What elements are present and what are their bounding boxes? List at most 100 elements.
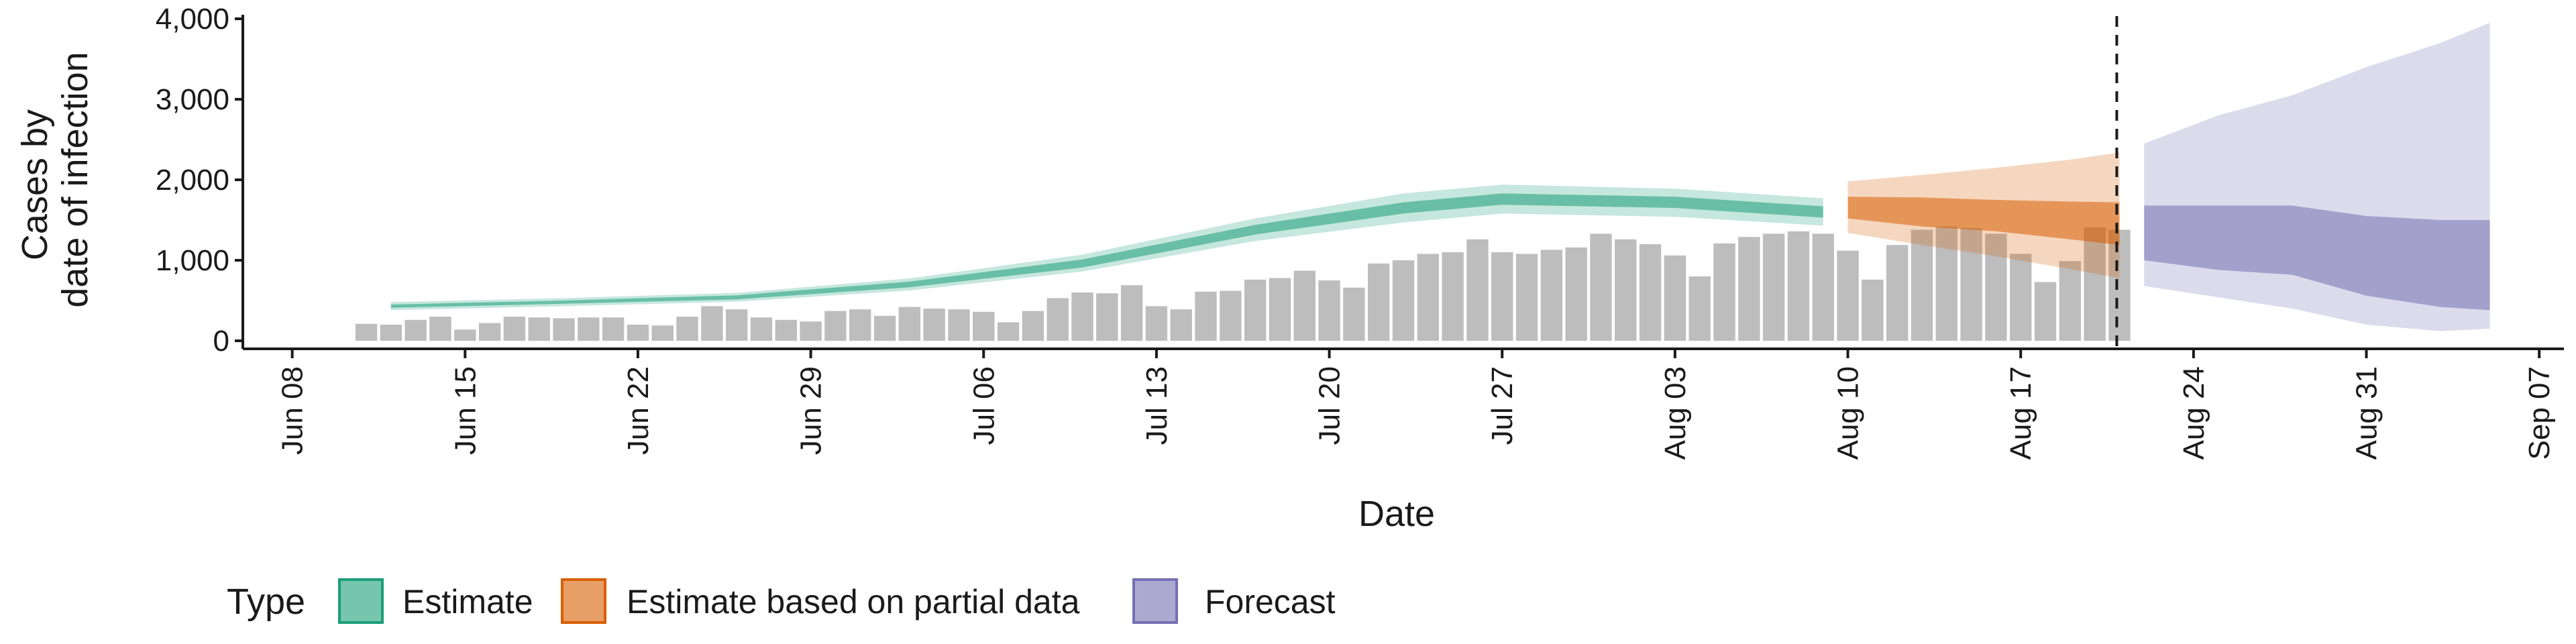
x-tick-label: Sep 07 bbox=[2523, 366, 2556, 460]
x-tick-label: Jun 29 bbox=[795, 366, 828, 455]
x-tick-label: Jun 15 bbox=[449, 366, 482, 455]
y-ticks: 0 1,000 2,000 3,000 4,000 bbox=[156, 3, 243, 358]
bar bbox=[1442, 252, 1464, 341]
bar bbox=[1837, 250, 1859, 341]
x-tick-label: Aug 24 bbox=[2178, 366, 2210, 460]
bar bbox=[429, 317, 451, 341]
bar bbox=[1812, 233, 1834, 341]
x-tick-label: Jun 08 bbox=[276, 366, 309, 455]
bands-layer bbox=[390, 23, 2490, 331]
ci90-band bbox=[390, 184, 1823, 311]
bar bbox=[2059, 261, 2082, 341]
y-tick-label: 4,000 bbox=[156, 3, 229, 36]
bar bbox=[997, 322, 1020, 341]
x-tick-label: Aug 03 bbox=[1659, 366, 1692, 460]
y-tick-label: 3,000 bbox=[156, 83, 229, 116]
legend-label: Estimate based on partial data bbox=[627, 583, 1080, 621]
x-tick-label: Jul 13 bbox=[1140, 366, 1173, 445]
bar bbox=[553, 318, 575, 341]
legend-label: Estimate bbox=[402, 583, 533, 621]
bar bbox=[1343, 287, 1365, 341]
bar bbox=[578, 317, 600, 341]
bar bbox=[380, 325, 402, 341]
bar bbox=[1688, 276, 1711, 341]
x-axis-title: Date bbox=[1358, 494, 1435, 534]
bar bbox=[1738, 237, 1760, 341]
bar bbox=[1046, 298, 1069, 341]
bar bbox=[2108, 229, 2131, 341]
bar bbox=[405, 319, 427, 341]
ci50-band bbox=[2144, 205, 2490, 311]
y-tick-label: 1,000 bbox=[156, 244, 229, 277]
bar bbox=[1195, 291, 1217, 341]
bar bbox=[1491, 252, 1513, 341]
bar bbox=[1367, 263, 1390, 341]
bar bbox=[948, 309, 970, 341]
bar bbox=[676, 317, 698, 341]
bar bbox=[1787, 231, 1810, 341]
bar bbox=[602, 317, 625, 341]
bar bbox=[1244, 279, 1267, 341]
bar bbox=[1466, 239, 1489, 341]
legend-swatch bbox=[561, 578, 606, 624]
bar bbox=[800, 321, 822, 341]
axes-layer bbox=[241, 15, 2564, 350]
bar bbox=[454, 329, 476, 341]
legend: Type Estimate Estimate based on partial d… bbox=[227, 578, 1336, 624]
bar bbox=[750, 317, 773, 341]
y-tick-label: 0 bbox=[213, 325, 229, 358]
legend-item: Estimate bbox=[338, 578, 533, 624]
bar bbox=[2084, 227, 2106, 341]
bar bbox=[1762, 233, 1785, 341]
bar bbox=[2034, 282, 2057, 341]
bar bbox=[1392, 260, 1415, 341]
bar bbox=[1071, 292, 1093, 341]
bar bbox=[824, 311, 847, 341]
bar bbox=[1985, 233, 2007, 341]
bar bbox=[873, 315, 896, 341]
bar bbox=[1318, 280, 1340, 341]
bars-layer bbox=[355, 226, 2131, 341]
legend-label: Forecast bbox=[1205, 583, 1336, 621]
bar bbox=[1935, 226, 1957, 341]
x-tick-label: Aug 31 bbox=[2351, 366, 2383, 460]
bar bbox=[1615, 239, 1637, 341]
series-forecast bbox=[2144, 23, 2490, 331]
bar bbox=[1145, 306, 1168, 341]
x-tick-label: Jul 06 bbox=[967, 366, 1000, 445]
x-tick-label: Aug 17 bbox=[2004, 366, 2037, 460]
series-estimate-based-on-partial-data bbox=[1847, 152, 2120, 278]
ci50-band bbox=[1847, 197, 2120, 246]
legend-title: Type bbox=[227, 582, 305, 622]
bar bbox=[1269, 278, 1291, 341]
bar bbox=[701, 306, 723, 341]
bar bbox=[1120, 285, 1143, 341]
bar bbox=[503, 317, 526, 341]
legend-swatch bbox=[338, 578, 384, 624]
bar bbox=[775, 319, 797, 341]
x-tick-label: Aug 10 bbox=[1832, 366, 1865, 460]
legend-item: Estimate based on partial data bbox=[561, 578, 1080, 624]
bar bbox=[1664, 255, 1686, 341]
bar bbox=[1639, 244, 1662, 341]
bar bbox=[1170, 309, 1192, 341]
bar bbox=[1540, 250, 1563, 341]
bar bbox=[923, 309, 945, 341]
y-axis-title-line-2: date of infection bbox=[55, 52, 95, 307]
bar bbox=[355, 323, 378, 341]
bar bbox=[1096, 293, 1118, 341]
bar bbox=[1590, 233, 1612, 341]
bar bbox=[1417, 254, 1440, 341]
bar bbox=[478, 323, 501, 341]
legend-swatch bbox=[1132, 578, 1178, 624]
bar bbox=[725, 309, 748, 341]
x-tick-label: Jun 22 bbox=[622, 366, 655, 455]
bar bbox=[973, 311, 995, 341]
bar bbox=[1713, 243, 1735, 341]
legend-items: Estimate Estimate based on partial data Fo… bbox=[338, 578, 1336, 624]
y-tick-label: 2,000 bbox=[156, 164, 229, 197]
bar bbox=[2010, 254, 2032, 341]
bar bbox=[528, 317, 550, 341]
y-axis-title-line-1: Cases by bbox=[15, 109, 55, 260]
